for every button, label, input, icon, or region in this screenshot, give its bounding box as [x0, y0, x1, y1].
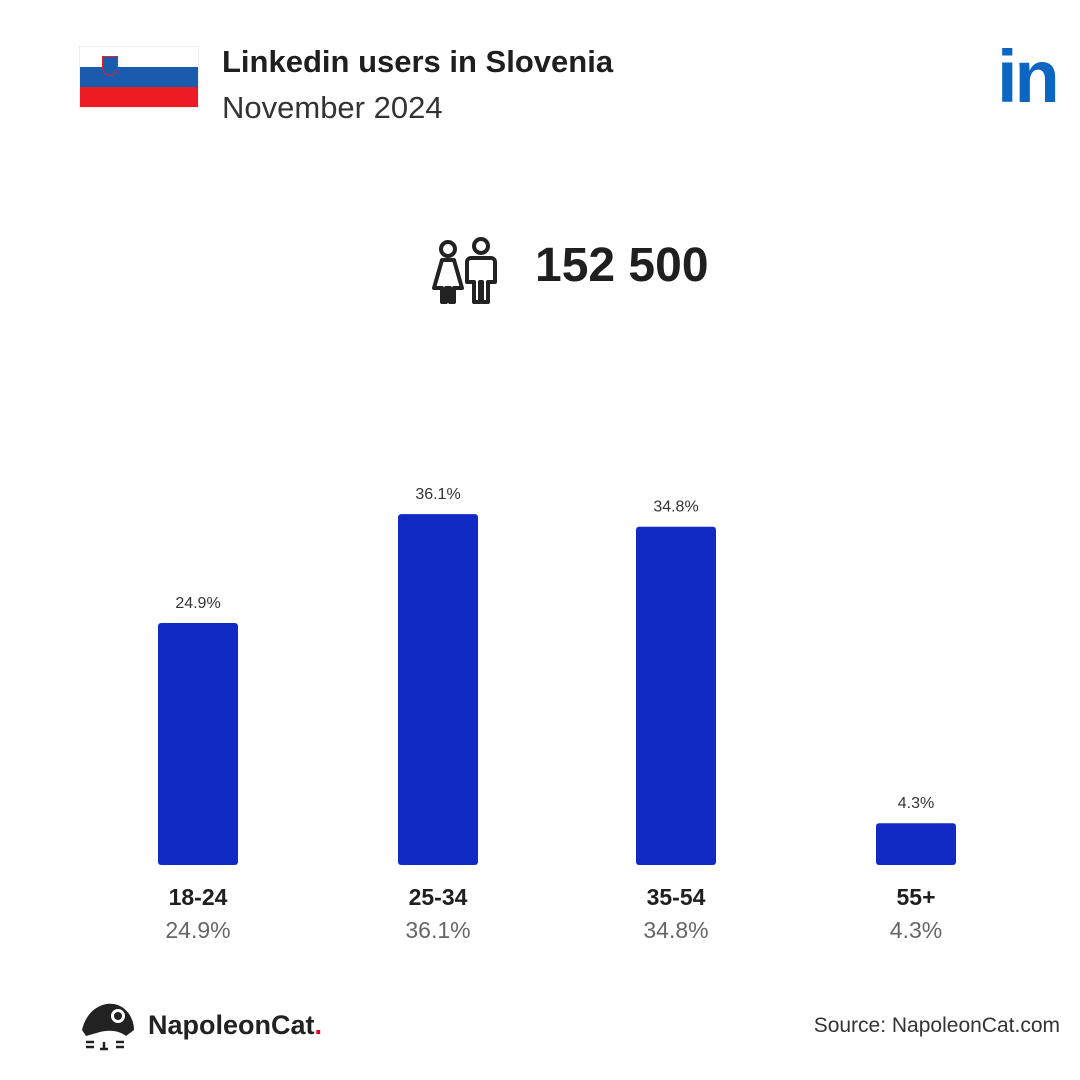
data-label: 24.9%	[175, 595, 220, 612]
category-percent: 36.1%	[405, 917, 471, 943]
users-icon	[432, 237, 497, 304]
page-title: Linkedin users in Slovenia	[222, 44, 614, 79]
source-text: Source: NapoleonCat.com	[813, 1014, 1060, 1037]
category-label: 55+	[896, 884, 936, 910]
linkedin-logo-icon: in	[997, 35, 1060, 118]
slovenia-flag	[79, 46, 199, 108]
page-subtitle: November 2024	[222, 90, 443, 125]
category-percent: 34.8%	[643, 917, 709, 943]
napoleoncat-brand: NapoleonCat.	[148, 1010, 323, 1040]
category-percent: 4.3%	[889, 917, 943, 943]
bar-55+	[876, 823, 956, 865]
data-label: 36.1%	[415, 486, 460, 503]
bar-35-54	[636, 526, 716, 865]
category-label: 35-54	[646, 884, 706, 910]
category-percent: 24.9%	[165, 917, 231, 943]
total-users: 152 500	[535, 239, 709, 292]
coat-of-arms-icon	[102, 56, 118, 76]
data-label: 34.8%	[653, 499, 698, 516]
data-label: 4.3%	[898, 795, 934, 812]
bar-25-34	[398, 514, 478, 865]
napoleoncat-logo-icon	[82, 1003, 134, 1051]
category-label: 25-34	[408, 884, 468, 910]
category-label: 18-24	[168, 884, 228, 910]
bar-18-24	[158, 622, 238, 865]
